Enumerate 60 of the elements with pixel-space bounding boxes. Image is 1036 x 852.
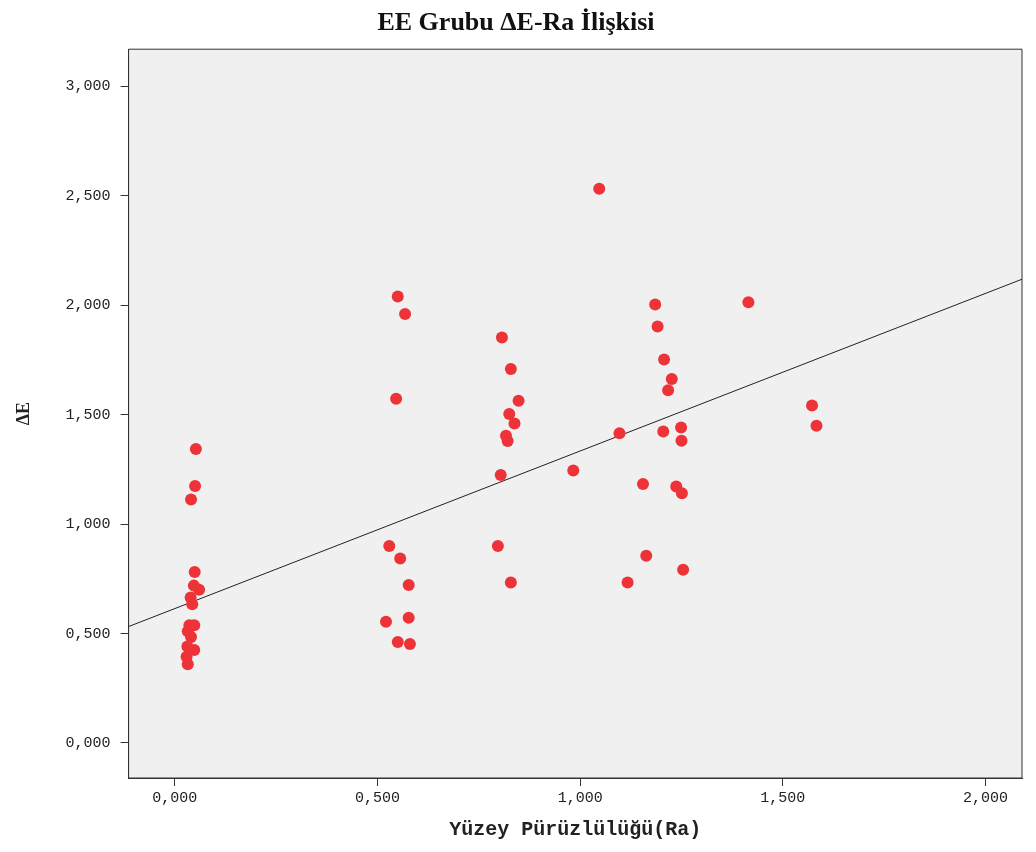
point	[185, 493, 198, 506]
point	[806, 399, 819, 412]
point	[649, 298, 662, 311]
point	[651, 320, 664, 333]
point	[193, 583, 206, 596]
point	[675, 487, 688, 500]
y-tick-label: 0,500	[65, 625, 111, 643]
point	[186, 598, 199, 611]
y-tick-label: 1,000	[65, 516, 111, 534]
point	[657, 425, 670, 438]
point	[391, 636, 404, 649]
y-tick-label: 2,000	[65, 297, 111, 315]
x-tick-label: 0,500	[354, 789, 400, 807]
chart-title: EE Grubu ΔE-Ra İlişkisi	[377, 7, 655, 37]
point	[189, 480, 202, 493]
point	[403, 638, 416, 651]
x-tick-label: 1,000	[557, 789, 603, 807]
point	[665, 373, 678, 386]
point	[402, 578, 415, 591]
point	[593, 182, 606, 195]
point	[391, 290, 404, 303]
y-tick-label: 0,000	[65, 734, 111, 752]
x-tick-label: 1,500	[760, 789, 806, 807]
x-tick-label: 0,000	[152, 789, 198, 807]
x-axis-title: Yüzey Pürüzlülüğü(Ra)	[449, 818, 702, 842]
point	[675, 434, 688, 447]
point	[181, 658, 194, 671]
point	[512, 394, 525, 407]
x-tick-label: 2,000	[963, 789, 1009, 807]
point	[390, 392, 403, 405]
y-axis-title: ΔE	[13, 401, 34, 426]
point	[185, 631, 198, 644]
point	[810, 419, 823, 432]
point	[504, 362, 517, 375]
point	[494, 469, 507, 482]
point	[402, 611, 415, 624]
point	[621, 576, 634, 589]
point	[658, 353, 671, 366]
y-tick-label: 1,500	[65, 406, 111, 424]
point	[677, 563, 690, 576]
point	[380, 615, 393, 628]
point	[508, 417, 521, 430]
point	[675, 421, 688, 434]
point	[189, 443, 202, 456]
point	[613, 427, 626, 440]
point	[637, 478, 649, 491]
point	[188, 566, 201, 579]
y-tick-label: 2,500	[65, 187, 111, 205]
point	[383, 540, 396, 553]
point	[495, 331, 508, 344]
point	[640, 549, 653, 562]
point	[662, 384, 675, 397]
point	[504, 576, 517, 589]
point	[399, 308, 412, 321]
point	[567, 464, 580, 477]
point	[742, 296, 755, 309]
point	[394, 552, 407, 565]
point	[503, 408, 516, 421]
y-tick-label: 3,000	[65, 78, 111, 96]
point	[491, 540, 504, 553]
